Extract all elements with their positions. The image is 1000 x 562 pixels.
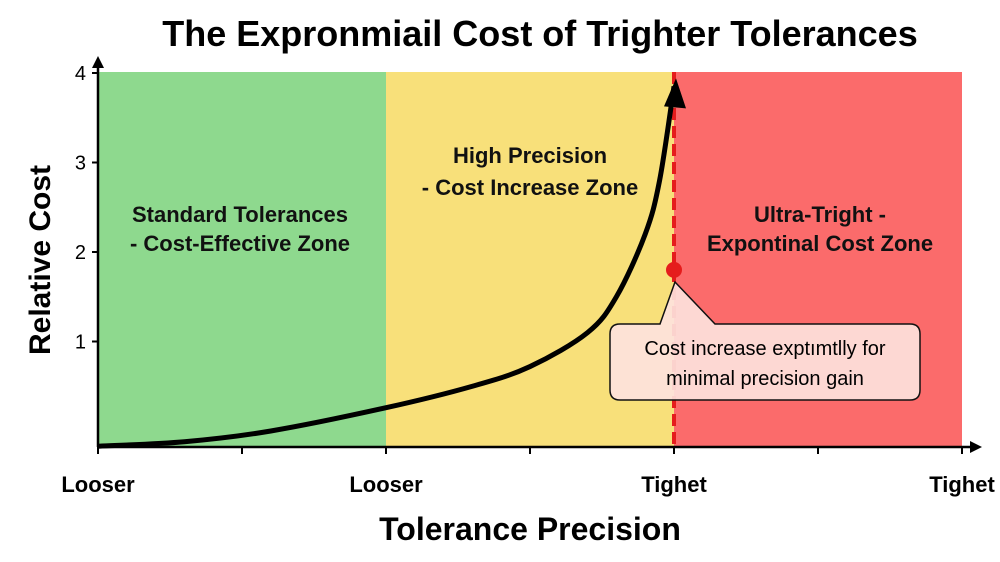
annotation-callout: Cost increase exptımtlly for minimal pre… [609,280,921,401]
cost-curve [97,86,677,449]
annotation-line-2: minimal precision gain [666,368,864,390]
y-tick-label: 3 [75,153,86,175]
x-axis-label: Tolerance Precision [379,511,681,547]
zone-label-line1: Standard Tolerances [132,202,348,227]
y-axis-label: Relative Cost [24,165,57,355]
zone-label-line2: Expontinal Cost Zone [707,231,933,256]
y-tick-label: 2 [75,242,86,264]
x-tick-label: Tighet [641,472,707,497]
y-tick-label: 4 [75,63,86,85]
zone-label-line1: Ultra-Tright - [754,202,886,227]
zone-band-0 [98,72,386,447]
y-tick-label: 1 [75,332,86,354]
zone-label-line2: - Cost-Effective Zone [130,231,350,256]
x-tick-label: Looser [61,472,135,497]
zone-label-line1: High Precision [453,143,607,168]
annotation-line-1: Cost increase exptımtlly for [644,338,886,360]
curve-arrowhead [664,78,686,109]
x-tick-label: Tighet [929,472,995,497]
y-axis-arrow [92,56,104,68]
chart-title: The Expronmiail Cost of Trighter Toleran… [162,13,917,54]
x-axis-arrow [970,441,982,453]
zone-label-line2: - Cost Increase Zone [422,175,638,200]
marker-point [666,261,682,278]
x-tick-label: Looser [349,472,423,497]
